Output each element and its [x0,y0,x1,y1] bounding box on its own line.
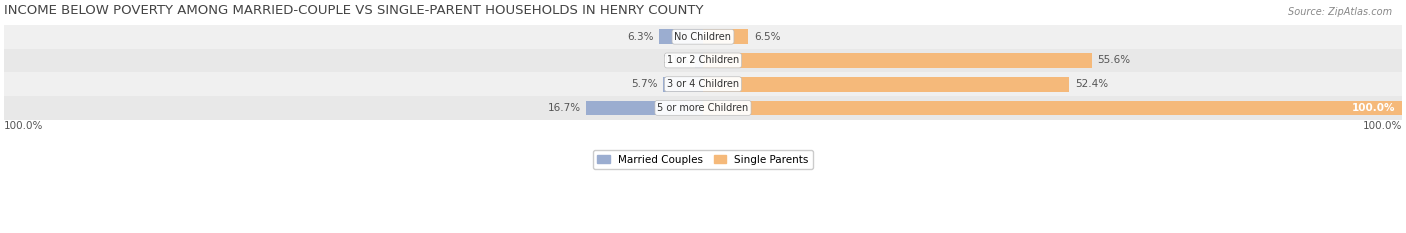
Bar [4,96,1402,120]
Text: 5.7%: 5.7% [631,79,658,89]
Bar [586,100,703,115]
Bar [4,25,1402,49]
Text: 6.3%: 6.3% [627,32,654,42]
Text: INCOME BELOW POVERTY AMONG MARRIED-COUPLE VS SINGLE-PARENT HOUSEHOLDS IN HENRY C: INCOME BELOW POVERTY AMONG MARRIED-COUPL… [4,4,703,17]
Text: 3 or 4 Children: 3 or 4 Children [666,79,740,89]
Bar [4,49,1402,72]
Text: 1.1%: 1.1% [664,55,690,65]
Text: 52.4%: 52.4% [1074,79,1108,89]
Bar [703,53,1091,68]
Text: Source: ZipAtlas.com: Source: ZipAtlas.com [1288,7,1392,17]
Legend: Married Couples, Single Parents: Married Couples, Single Parents [593,150,813,169]
Bar [703,100,1402,115]
Text: 16.7%: 16.7% [547,103,581,113]
Text: No Children: No Children [675,32,731,42]
Bar [703,77,1069,92]
Bar [696,53,703,68]
Text: 100.0%: 100.0% [1351,103,1395,113]
Text: 100.0%: 100.0% [4,121,44,131]
Text: 55.6%: 55.6% [1097,55,1130,65]
Bar [4,72,1402,96]
Bar [659,29,703,44]
Bar [664,77,703,92]
Text: 1 or 2 Children: 1 or 2 Children [666,55,740,65]
Text: 6.5%: 6.5% [754,32,780,42]
Bar [703,29,748,44]
Text: 100.0%: 100.0% [1362,121,1402,131]
Text: 5 or more Children: 5 or more Children [658,103,748,113]
